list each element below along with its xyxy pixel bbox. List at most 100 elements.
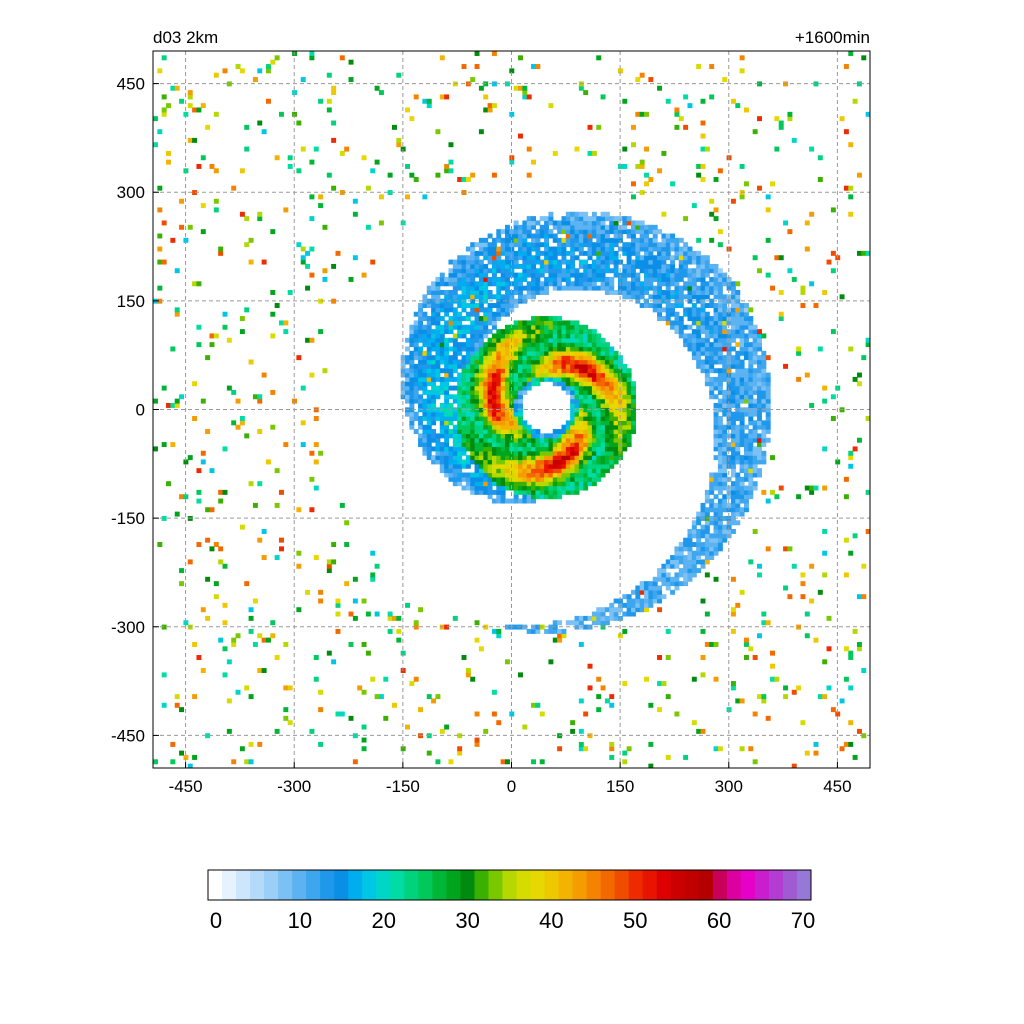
field-cell [578,446,584,452]
field-cell [557,463,563,469]
field-cell [783,685,789,691]
field-cell [587,242,593,248]
field-cell [635,237,641,243]
field-cell [435,307,441,313]
field-cell [739,698,745,704]
field-cell [700,337,706,343]
field-cell [522,85,528,91]
field-cell [526,350,532,356]
field-cell [470,411,476,417]
field-cell [491,468,497,474]
field-cell [431,398,437,404]
field-cell [713,550,719,556]
field-cell [474,416,480,421]
field-cell [657,285,663,291]
field-cell [730,198,736,204]
field-cell [748,472,754,478]
field-cell [500,442,506,448]
field-cell [439,94,445,100]
field-cell [652,307,658,313]
field-cell [843,646,849,652]
field-cell [657,303,663,308]
field-cell [657,576,663,582]
field-cell [644,585,649,591]
field-cell [522,433,528,439]
field-cell [591,281,597,287]
field-cell [691,316,697,322]
field-cell [735,303,741,308]
field-cell [474,259,480,265]
field-cell [409,398,415,404]
field-cell [683,342,689,348]
field-cell [578,242,584,248]
field-cell [578,420,584,426]
field-cell [504,359,510,365]
field-cell [483,276,489,282]
field-cell [561,250,567,256]
field-cell [487,402,493,408]
field-cell [609,433,615,439]
field-cell [739,437,745,443]
field-cell [544,268,550,274]
field-cell [518,272,523,278]
field-cell [474,333,480,339]
field-cell [596,337,602,343]
field-cell [709,485,715,491]
field-cell [565,263,571,269]
field-cell [544,281,550,287]
field-cell [444,459,450,465]
field-cell [544,216,550,222]
field-cell [535,702,541,708]
field-cell [365,224,371,230]
field-cell [617,276,623,282]
field-cell [848,194,854,200]
field-cell [500,363,506,369]
field-cell [622,268,628,274]
field-cell [461,276,467,282]
field-cell [535,442,541,448]
field-cell [452,394,458,400]
field-cell [617,389,623,395]
field-cell [578,615,584,621]
field-cell [526,472,532,478]
field-cell [222,602,228,608]
field-cell [565,450,571,456]
field-cell [713,385,719,391]
field-cell [352,598,358,604]
field-cell [413,429,419,434]
field-cell [531,233,536,239]
field-cell [504,759,510,765]
field-cell [235,633,241,639]
field-cell [604,411,610,417]
field-cell [557,455,563,461]
field-cell [613,446,619,452]
field-cell [587,229,593,235]
field-cell [548,472,554,478]
field-cell [622,294,628,300]
field-cell [830,394,836,400]
field-cell [700,363,706,369]
field-cell [413,624,419,630]
field-cell [478,342,484,348]
field-cell [300,255,306,261]
field-cell [431,433,437,439]
field-cell [570,350,576,356]
field-cell [509,342,515,348]
field-cell [674,555,680,561]
field-cell [565,359,571,365]
field-cell [735,433,741,439]
field-cell [483,281,489,287]
field-cell [487,359,493,365]
field-cell [474,320,480,326]
field-cell [478,463,484,469]
field-cell [626,416,632,421]
field-cell [470,255,476,261]
field-cell [700,294,706,300]
field-cell [452,272,458,278]
field-cell [426,329,432,335]
field-cell [591,337,597,343]
field-cell [426,372,432,378]
field-cell [583,381,589,387]
field-cell [848,211,854,217]
field-cell [487,472,493,478]
